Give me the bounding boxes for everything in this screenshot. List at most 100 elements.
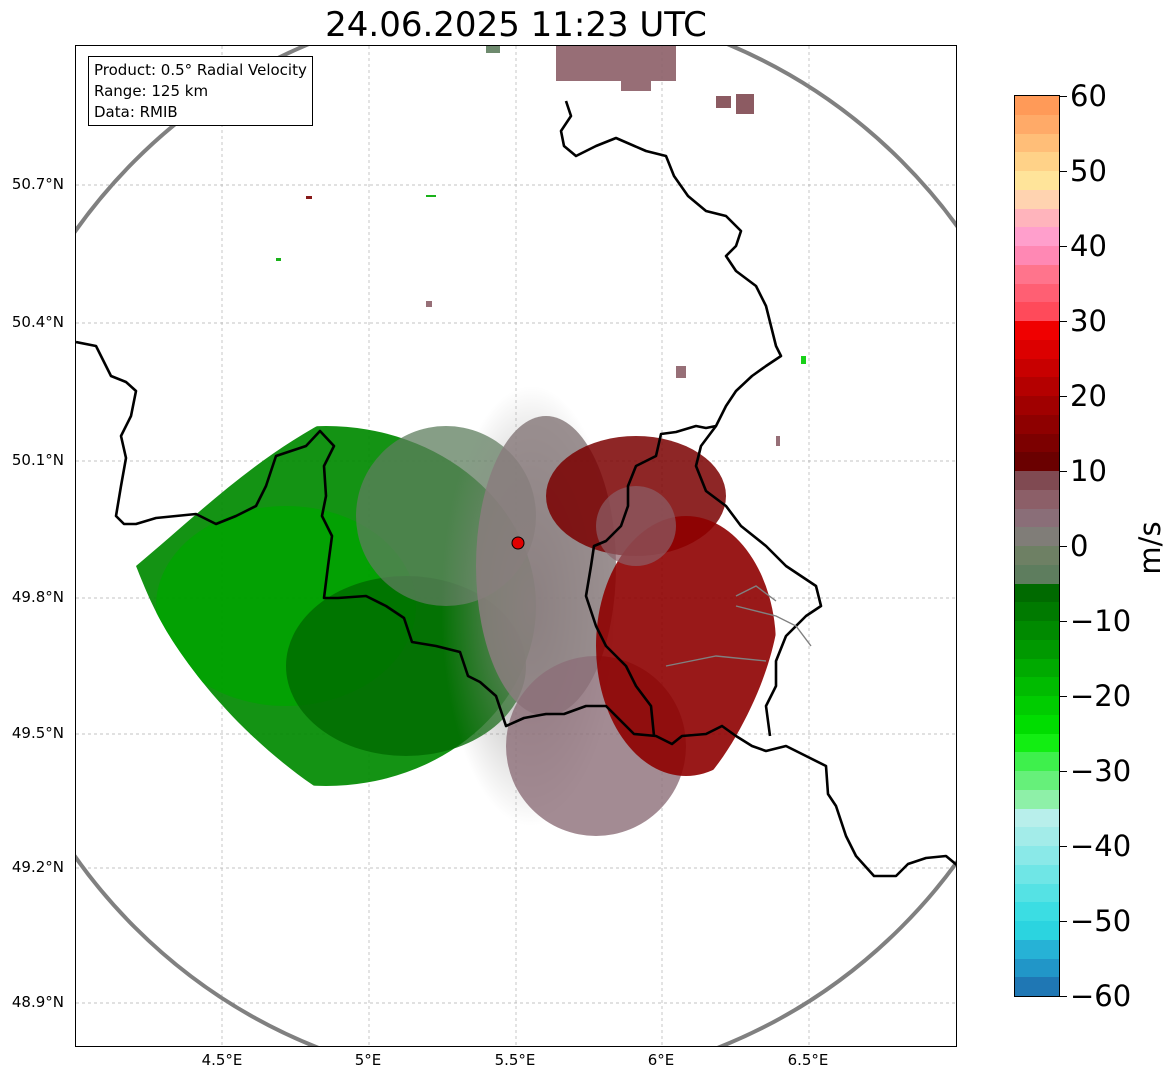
colorbar-segment — [1015, 207, 1059, 228]
colorbar-tick — [1060, 96, 1067, 97]
colorbar-segment — [1015, 451, 1059, 471]
colorbar-segment — [1015, 789, 1059, 809]
lat-tick-label: 48.9°N — [11, 993, 64, 1011]
colorbar-segment — [1015, 376, 1059, 396]
velocity-colorbar — [1014, 95, 1060, 997]
lat-tick-label: 49.2°N — [11, 858, 64, 876]
chart-title: 24.06.2025 11:23 UTC — [325, 5, 707, 45]
radar-site-marker[interactable] — [511, 536, 525, 550]
colorbar-segment — [1015, 226, 1059, 246]
colorbar-tick — [1060, 171, 1067, 172]
colorbar-segment — [1015, 582, 1059, 603]
lat-tick-label: 49.5°N — [11, 724, 64, 742]
lon-tick-label: 6°E — [647, 1051, 675, 1069]
lat-tick-label: 50.1°N — [11, 451, 64, 469]
colorbar-segment — [1015, 245, 1059, 265]
colorbar-segment — [1015, 170, 1059, 190]
colorbar-tick-label: 10 — [1070, 454, 1107, 488]
lon-tick-label: 4.5°E — [201, 1051, 243, 1069]
colorbar-segment — [1015, 976, 1059, 996]
colorbar-tick-label: 40 — [1070, 229, 1107, 263]
colorbar-segment — [1015, 526, 1059, 546]
colorbar-segment — [1015, 920, 1059, 940]
colorbar-tick — [1060, 996, 1067, 997]
colorbar-tick — [1060, 396, 1067, 397]
colorbar-tick-label: −40 — [1070, 829, 1132, 863]
colorbar-segment — [1015, 957, 1059, 978]
colorbar-segment — [1015, 507, 1059, 528]
country-borders — [76, 100, 956, 878]
lat-tick-label: 49.8°N — [11, 588, 64, 606]
lon-tick-label: 5.5°E — [494, 1051, 536, 1069]
colorbar-tick-label: −20 — [1070, 679, 1132, 713]
product-info-box: Product: 0.5° Radial Velocity Range: 125… — [88, 56, 313, 126]
province-borders — [665, 585, 812, 667]
colorbar-segment — [1015, 601, 1059, 621]
colorbar-tick — [1060, 246, 1067, 247]
colorbar-segment — [1015, 264, 1059, 284]
colorbar-segment — [1015, 657, 1059, 678]
echo-speckles — [276, 46, 806, 446]
colorbar-segment — [1015, 151, 1059, 171]
range-text: Range: 125 km — [94, 82, 209, 100]
lon-tick-label: 5°E — [354, 1051, 382, 1069]
colorbar-segment — [1015, 882, 1059, 903]
colorbar-tick — [1060, 771, 1067, 772]
colorbar-segment — [1015, 132, 1059, 153]
colorbar-segment — [1015, 807, 1059, 828]
lon-tick-label: 6.5°E — [787, 1051, 829, 1069]
radar-map[interactable] — [75, 45, 957, 1047]
colorbar-tick — [1060, 546, 1067, 547]
colorbar-segment — [1015, 901, 1059, 921]
colorbar-tick — [1060, 846, 1067, 847]
product-text: Product: 0.5° Radial Velocity — [94, 61, 307, 79]
colorbar-tick-label: −60 — [1070, 979, 1132, 1013]
colorbar-segment — [1015, 732, 1059, 753]
colorbar-segment — [1015, 96, 1059, 115]
colorbar-segment — [1015, 639, 1059, 659]
colorbar-tick-label: 20 — [1070, 379, 1107, 413]
colorbar-tick-label: 30 — [1070, 304, 1107, 338]
colorbar-tick — [1060, 621, 1067, 622]
colorbar-tick — [1060, 696, 1067, 697]
colorbar-segment — [1015, 432, 1059, 453]
colorbar-segment — [1015, 676, 1059, 696]
colorbar-segment — [1015, 357, 1059, 378]
colorbar-segment — [1015, 301, 1059, 321]
colorbar-segment — [1015, 751, 1059, 771]
lat-tick-label: 50.7°N — [11, 175, 64, 193]
colorbar-segment — [1015, 339, 1059, 359]
colorbar-tick — [1060, 471, 1067, 472]
colorbar-segment — [1015, 489, 1059, 509]
map-canvas — [76, 46, 956, 1046]
colorbar-segment — [1015, 320, 1059, 340]
colorbar-segment — [1015, 189, 1059, 209]
lat-tick-label: 50.4°N — [11, 313, 64, 331]
colorbar-tick-label: −10 — [1070, 604, 1132, 638]
colorbar-tick — [1060, 921, 1067, 922]
colorbar-segment — [1015, 939, 1059, 959]
colorbar-segment — [1015, 695, 1059, 715]
colorbar-segment — [1015, 826, 1059, 846]
colorbar-unit-label: m/s — [1133, 521, 1167, 575]
colorbar-tick-label: 50 — [1070, 154, 1107, 188]
colorbar-segment — [1015, 770, 1059, 790]
colorbar-segment — [1015, 545, 1059, 565]
colorbar-segment — [1015, 620, 1059, 640]
colorbar-tick — [1060, 321, 1067, 322]
colorbar-segment — [1015, 470, 1059, 490]
colorbar-tick-label: −30 — [1070, 754, 1132, 788]
colorbar-segment — [1015, 114, 1059, 134]
colorbar-tick-label: 60 — [1070, 79, 1107, 113]
colorbar-segment — [1015, 414, 1059, 434]
colorbar-segment — [1015, 564, 1059, 584]
colorbar-segment — [1015, 864, 1059, 884]
colorbar-segment — [1015, 845, 1059, 865]
colorbar-segment — [1015, 395, 1059, 415]
data-source-text: Data: RMIB — [94, 103, 178, 121]
colorbar-tick-label: 0 — [1070, 529, 1089, 563]
colorbar-segment — [1015, 714, 1059, 734]
velocity-echoes — [136, 386, 776, 836]
colorbar-segment — [1015, 282, 1059, 303]
colorbar-tick-label: −50 — [1070, 904, 1132, 938]
